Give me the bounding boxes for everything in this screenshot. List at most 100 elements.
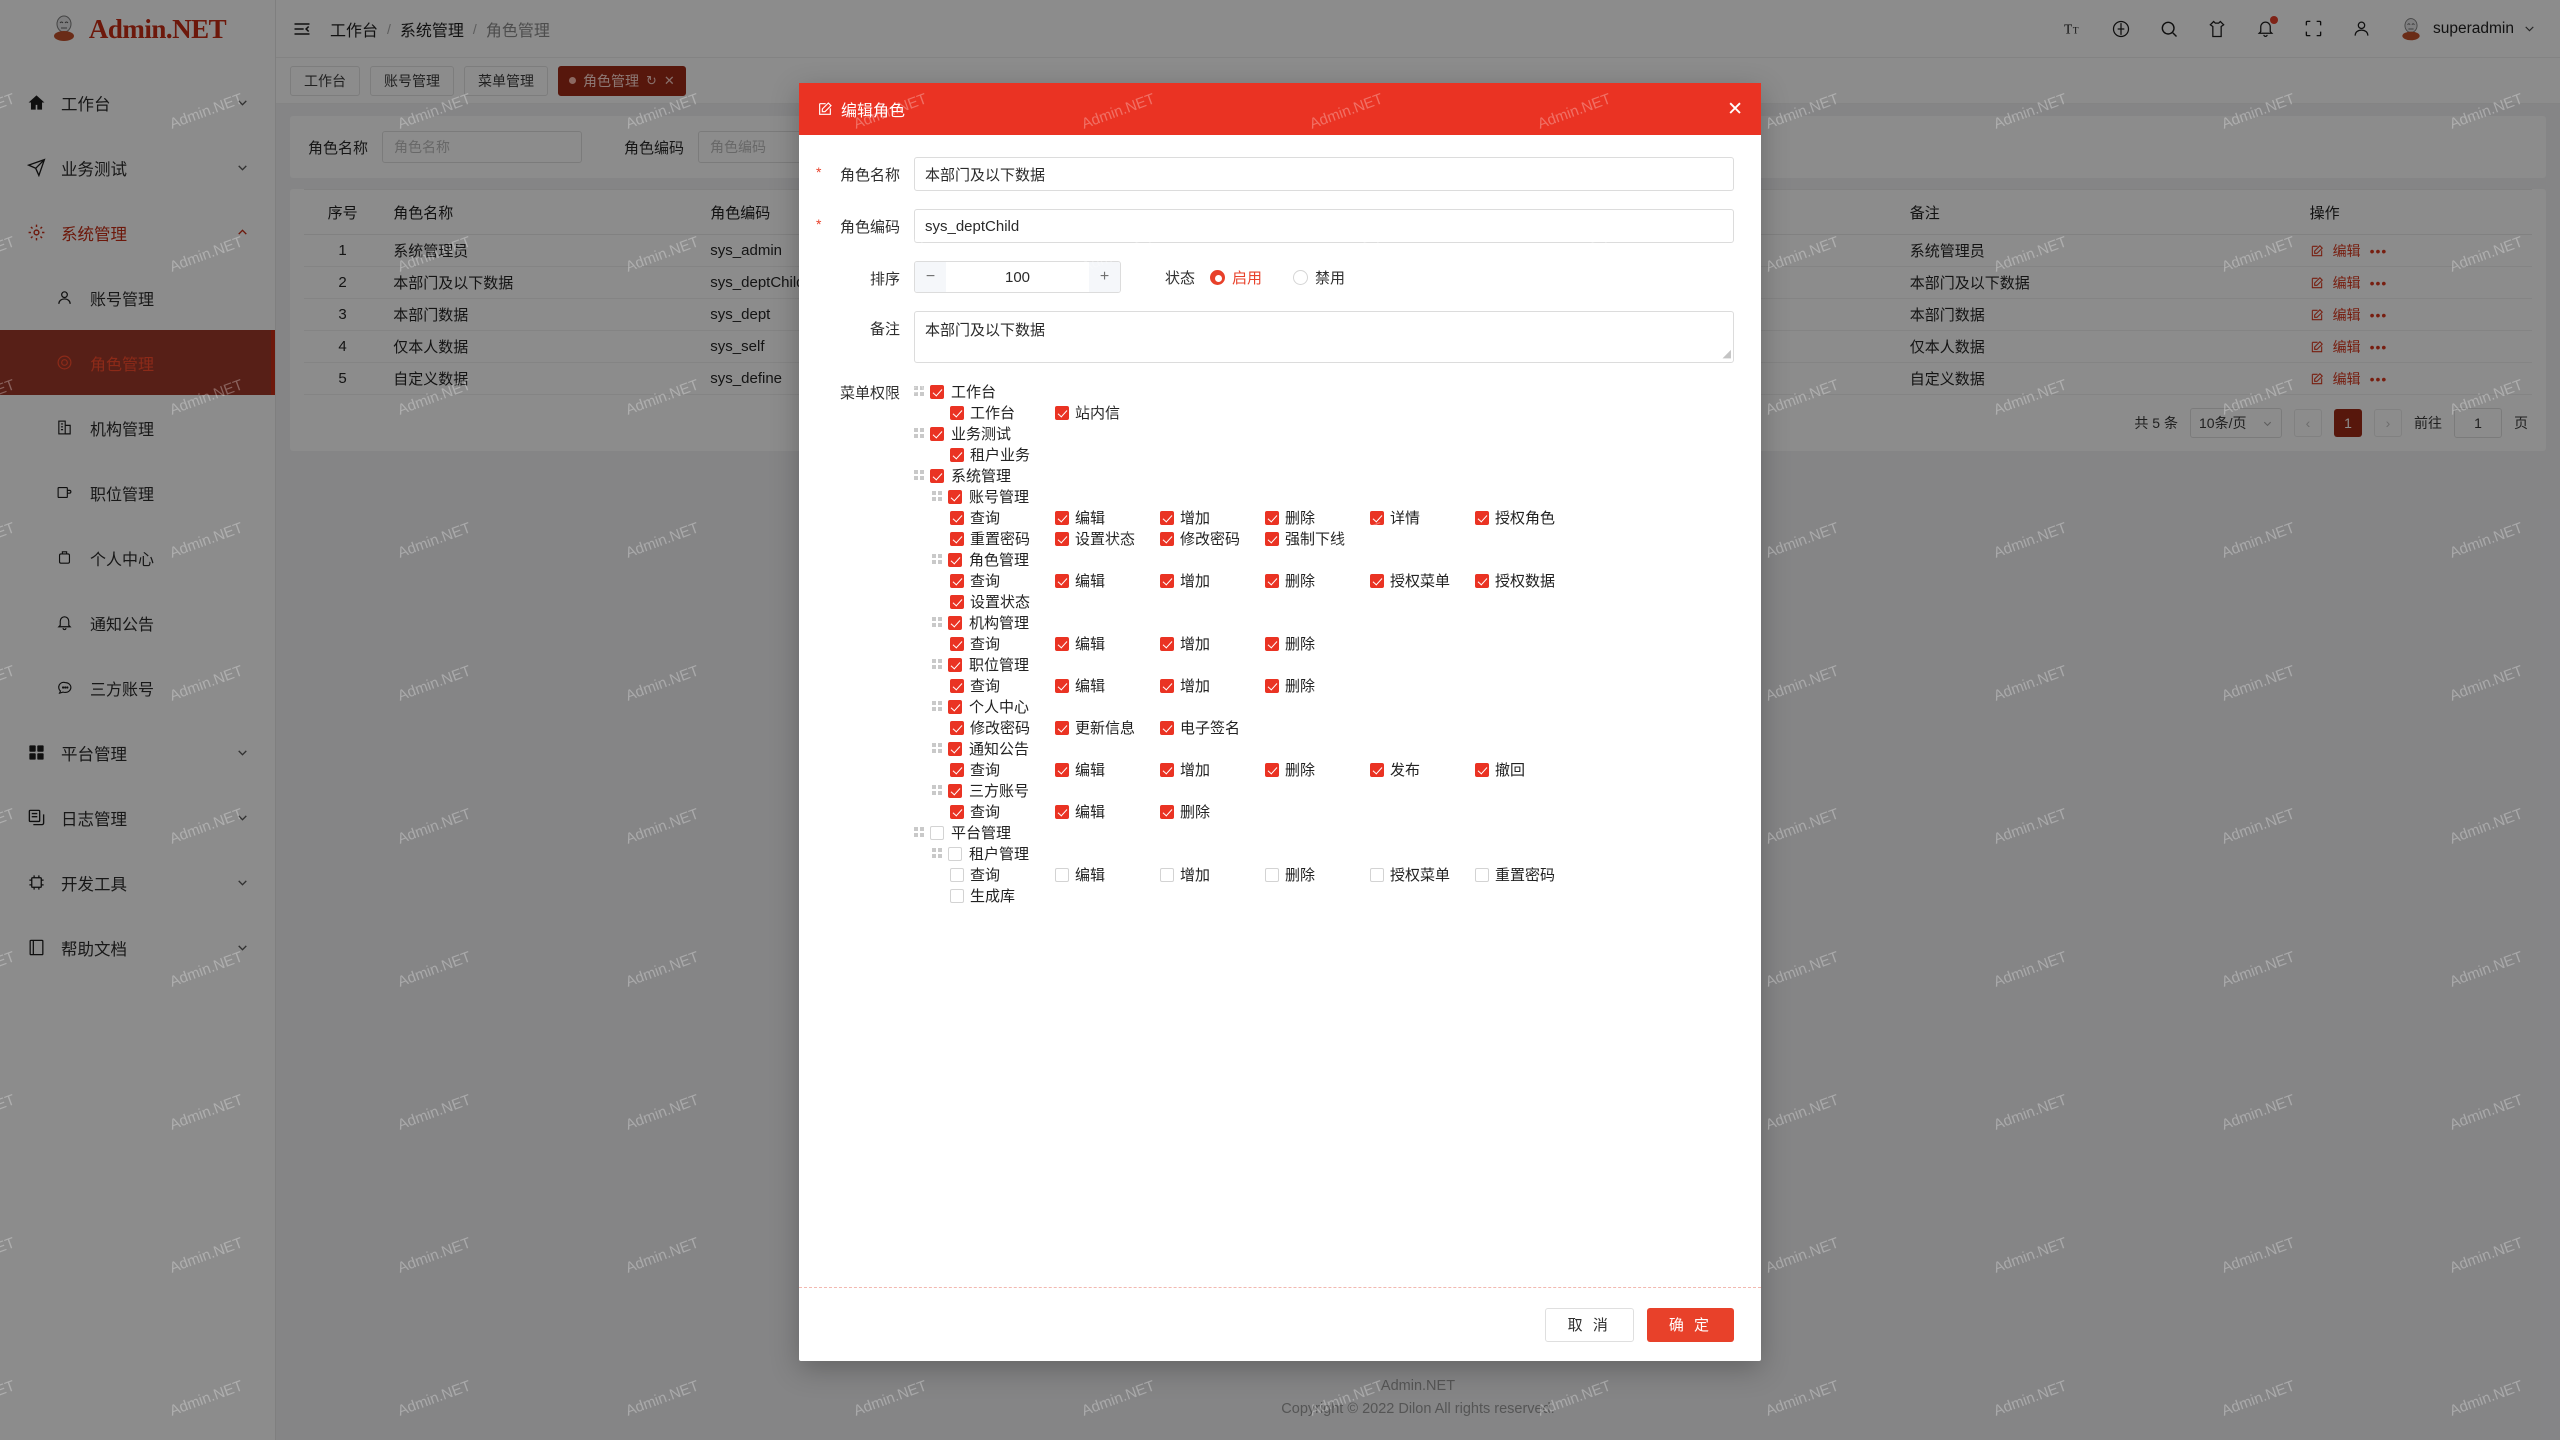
close-icon[interactable]: ✕ bbox=[663, 72, 675, 88]
checkbox-icon[interactable] bbox=[950, 888, 964, 903]
drag-handle-icon[interactable] bbox=[932, 617, 943, 628]
permission-checkbox-item[interactable]: 设置状态 bbox=[950, 591, 1055, 612]
checkbox-icon[interactable] bbox=[948, 657, 962, 672]
drag-handle-icon[interactable] bbox=[914, 827, 925, 838]
checkbox-icon[interactable] bbox=[930, 468, 944, 483]
close-icon[interactable]: ✕ bbox=[1727, 98, 1743, 120]
checkbox-icon[interactable] bbox=[1265, 573, 1279, 588]
more-actions-button[interactable]: ••• bbox=[2369, 338, 2388, 355]
permission-checkbox-item[interactable]: 增加 bbox=[1160, 507, 1265, 528]
checkbox-icon[interactable] bbox=[1265, 636, 1279, 651]
permission-checkbox-item[interactable]: 发布 bbox=[1370, 759, 1475, 780]
cancel-button[interactable]: 取 消 bbox=[1544, 1307, 1634, 1342]
checkbox-icon[interactable] bbox=[1055, 804, 1069, 819]
drag-handle-icon[interactable] bbox=[932, 848, 943, 859]
tree-node[interactable]: 系统管理 bbox=[914, 465, 1734, 486]
remark-textarea[interactable]: 本部门及以下数据 ◢ bbox=[914, 311, 1734, 363]
more-actions-button[interactable]: ••• bbox=[2369, 242, 2388, 259]
checkbox-icon[interactable] bbox=[1370, 510, 1384, 525]
checkbox-icon[interactable] bbox=[1160, 573, 1174, 588]
checkbox-icon[interactable] bbox=[1475, 867, 1489, 882]
checkbox-icon[interactable] bbox=[1160, 636, 1174, 651]
checkbox-icon[interactable] bbox=[1160, 804, 1174, 819]
sidebar-item-role-management[interactable]: 角色管理 bbox=[0, 330, 275, 395]
permission-checkbox-item[interactable]: 租户业务 bbox=[950, 444, 1055, 465]
checkbox-icon[interactable] bbox=[1055, 720, 1069, 735]
permission-checkbox-item[interactable]: 查询 bbox=[950, 507, 1055, 528]
menu-fold-icon[interactable] bbox=[292, 19, 318, 39]
edit-icon[interactable] bbox=[2310, 340, 2324, 354]
edit-button[interactable]: 编辑 bbox=[2332, 338, 2361, 355]
checkbox-icon[interactable] bbox=[950, 678, 964, 693]
permission-checkbox-item[interactable]: 授权角色 bbox=[1475, 507, 1580, 528]
prev-page-button[interactable]: ‹ bbox=[2294, 409, 2322, 437]
checkbox-icon[interactable] bbox=[1160, 867, 1174, 882]
checkbox-icon[interactable] bbox=[1055, 678, 1069, 693]
confirm-button[interactable]: 确 定 bbox=[1646, 1307, 1734, 1342]
permission-checkbox-item[interactable]: 增加 bbox=[1160, 864, 1265, 885]
drag-handle-icon[interactable] bbox=[914, 470, 925, 481]
tree-node[interactable]: 三方账号 bbox=[914, 780, 1734, 801]
logo[interactable]: Admin.NET bbox=[0, 0, 275, 58]
checkbox-icon[interactable] bbox=[1475, 762, 1489, 777]
drag-handle-icon[interactable] bbox=[932, 743, 943, 754]
checkbox-icon[interactable] bbox=[1370, 867, 1384, 882]
edit-button[interactable]: 编辑 bbox=[2332, 242, 2361, 259]
goto-page-input[interactable]: 1 bbox=[2454, 408, 2502, 438]
checkbox-icon[interactable] bbox=[950, 405, 964, 420]
edit-button[interactable]: 编辑 bbox=[2332, 306, 2361, 323]
tree-node[interactable]: 机构管理 bbox=[914, 612, 1734, 633]
more-actions-button[interactable]: ••• bbox=[2369, 274, 2388, 291]
fullscreen-icon[interactable] bbox=[2302, 18, 2324, 40]
sidebar-item-notice[interactable]: 通知公告 bbox=[0, 590, 275, 655]
permission-checkbox-item[interactable]: 查询 bbox=[950, 801, 1055, 822]
order-value[interactable]: 100 bbox=[1004, 268, 1031, 286]
tab-workbench[interactable]: 工作台 bbox=[290, 65, 360, 96]
sidebar-item-third-party-account[interactable]: 三方账号 bbox=[0, 655, 275, 720]
permission-checkbox-item[interactable]: 删除 bbox=[1265, 507, 1370, 528]
edit-button[interactable]: 编辑 bbox=[2332, 370, 2361, 387]
checkbox-icon[interactable] bbox=[1160, 531, 1174, 546]
user-menu[interactable]: superadmin bbox=[2398, 16, 2536, 42]
checkbox-icon[interactable] bbox=[1265, 531, 1279, 546]
checkbox-icon[interactable] bbox=[950, 573, 964, 588]
checkbox-icon[interactable] bbox=[1265, 678, 1279, 693]
tree-node[interactable]: 职位管理 bbox=[914, 654, 1734, 675]
checkbox-icon[interactable] bbox=[950, 720, 964, 735]
checkbox-icon[interactable] bbox=[948, 552, 962, 567]
checkbox-icon[interactable] bbox=[1265, 510, 1279, 525]
increment-button[interactable]: + bbox=[1089, 262, 1120, 292]
sidebar-item-help-doc[interactable]: 帮助文档 bbox=[0, 915, 275, 980]
search-input-role-name[interactable]: 角色名称 bbox=[382, 131, 583, 163]
checkbox-icon[interactable] bbox=[948, 783, 962, 798]
permission-checkbox-item[interactable]: 重置密码 bbox=[950, 528, 1055, 549]
edit-icon[interactable] bbox=[2310, 372, 2324, 386]
checkbox-icon[interactable] bbox=[1265, 762, 1279, 777]
checkbox-icon[interactable] bbox=[1160, 720, 1174, 735]
drag-handle-icon[interactable] bbox=[914, 386, 925, 397]
checkbox-icon[interactable] bbox=[1370, 573, 1384, 588]
permission-checkbox-item[interactable]: 授权数据 bbox=[1475, 570, 1580, 591]
theme-icon[interactable] bbox=[2206, 18, 2228, 40]
checkbox-icon[interactable] bbox=[950, 867, 964, 882]
checkbox-icon[interactable] bbox=[950, 636, 964, 651]
tree-node[interactable]: 工作台 bbox=[914, 381, 1734, 402]
tab-menu-management[interactable]: 菜单管理 bbox=[464, 65, 548, 96]
checkbox-icon[interactable] bbox=[948, 489, 962, 504]
next-page-button[interactable]: › bbox=[2374, 409, 2402, 437]
permission-checkbox-item[interactable]: 编辑 bbox=[1055, 633, 1160, 654]
permission-checkbox-item[interactable]: 删除 bbox=[1265, 675, 1370, 696]
permission-checkbox-item[interactable]: 详情 bbox=[1370, 507, 1475, 528]
edit-icon[interactable] bbox=[2310, 244, 2324, 258]
status-radio-disabled[interactable]: 禁用 bbox=[1293, 267, 1345, 288]
tab-account-management[interactable]: 账号管理 bbox=[370, 65, 454, 96]
permission-checkbox-item[interactable]: 删除 bbox=[1265, 759, 1370, 780]
permission-checkbox-item[interactable]: 授权菜单 bbox=[1370, 570, 1475, 591]
permission-checkbox-item[interactable]: 删除 bbox=[1160, 801, 1265, 822]
tree-node[interactable]: 个人中心 bbox=[914, 696, 1734, 717]
permission-checkbox-item[interactable]: 编辑 bbox=[1055, 507, 1160, 528]
sidebar-item-org-management[interactable]: 机构管理 bbox=[0, 395, 275, 460]
drag-handle-icon[interactable] bbox=[932, 701, 943, 712]
bell-icon[interactable] bbox=[2254, 15, 2278, 40]
status-radio-enabled[interactable]: 启用 bbox=[1210, 267, 1262, 288]
